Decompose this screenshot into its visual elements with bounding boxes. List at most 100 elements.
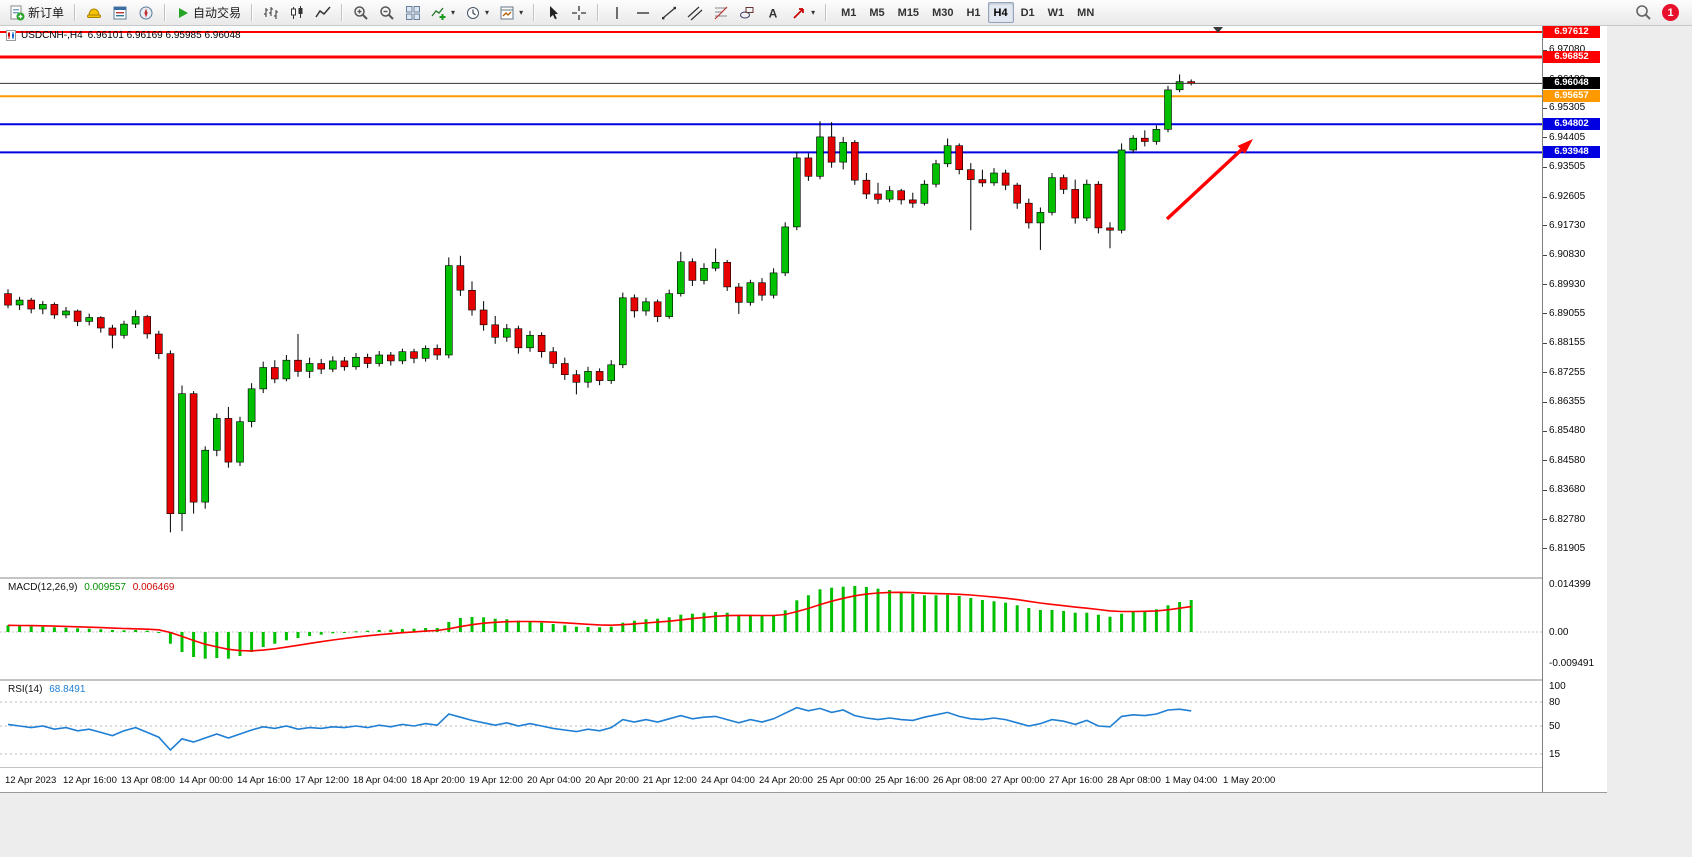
svg-text:A: A — [769, 6, 778, 20]
periods-button[interactable]: ▾ — [461, 1, 493, 24]
candlestick-chart-button[interactable] — [285, 1, 309, 24]
time-axis: 12 Apr 2023 12 Apr 16:00 13 Apr 08:00 14 Ap… — [0, 768, 1542, 792]
tile-windows-button[interactable] — [401, 1, 425, 24]
time-axis-label: 25 Apr 16:00 — [875, 775, 929, 786]
timeframe-h1[interactable]: H1 — [966, 6, 981, 19]
macd-bar — [922, 595, 926, 632]
macd-bar — [969, 598, 973, 632]
price-axis-tick — [1543, 460, 1547, 462]
macd-bar — [215, 632, 219, 658]
price-axis: 6.970806.961806.953056.944056.935056.926… — [1542, 26, 1607, 792]
horizontal-line-button[interactable] — [631, 1, 655, 24]
time-axis-label: 28 Apr 08:00 — [1107, 775, 1161, 786]
candle — [386, 354, 395, 362]
fibonacci-button[interactable] — [709, 1, 733, 24]
candle — [50, 304, 59, 316]
macd-bar — [795, 600, 799, 632]
cursor-button[interactable] — [541, 1, 565, 24]
notification-badge[interactable]: 1 — [1662, 4, 1679, 21]
candle — [166, 353, 175, 515]
timeframe-m30[interactable]: M30 — [932, 6, 954, 19]
macd-bar — [226, 632, 230, 659]
profiles-button[interactable] — [82, 1, 106, 24]
macd-bar — [192, 632, 196, 657]
macd-bar — [563, 625, 567, 632]
price-axis-label: 6.83680 — [1549, 484, 1586, 496]
candle — [62, 310, 70, 316]
macd-signal-value: 0.006469 — [132, 582, 175, 593]
candle — [120, 323, 128, 336]
templates-button[interactable]: ▾ — [495, 1, 527, 24]
trendline-button[interactable] — [657, 1, 681, 24]
candle — [618, 297, 627, 366]
clock-icon — [467, 6, 480, 19]
macd-bar — [18, 626, 22, 632]
new-order-button[interactable]: 新订单 — [5, 1, 68, 24]
macd-bar — [667, 617, 671, 632]
chevron-down-icon: ▾ — [451, 7, 456, 17]
macd-bar — [772, 615, 776, 632]
candle — [444, 265, 453, 356]
chart-title: USDCNH-,H4 6.96101 6.96169 6.95985 6.960… — [6, 30, 241, 41]
candle — [178, 393, 186, 514]
macd-bar — [876, 588, 880, 632]
vertical-line-button[interactable] — [605, 1, 629, 24]
macd-bar — [899, 592, 903, 632]
macd-axis-label: 0.014399 — [1549, 578, 1591, 590]
time-axis-label: 27 Apr 16:00 — [1049, 775, 1103, 786]
candle — [560, 363, 569, 375]
macd-axis-label: -0.009491 — [1549, 658, 1595, 670]
zoom-in-button[interactable] — [349, 1, 373, 24]
market-watch-button[interactable] — [108, 1, 132, 24]
price-axis-label: 6.82780 — [1549, 513, 1586, 525]
macd-bar — [424, 628, 428, 632]
crosshair-button[interactable] — [567, 1, 591, 24]
price-axis-tick — [1543, 254, 1547, 256]
macd-signal-line — [7, 591, 1192, 652]
timeframe-m5[interactable]: M5 — [869, 6, 885, 19]
macd-bar — [714, 612, 718, 632]
macd-bar — [1004, 602, 1008, 632]
candle — [711, 262, 720, 269]
timeframe-h4[interactable]: H4 — [987, 2, 1014, 23]
candle — [398, 351, 407, 362]
macd-bar — [145, 630, 149, 632]
text-button[interactable]: A — [761, 1, 785, 24]
arrows-button[interactable]: ▾ — [787, 1, 819, 24]
macd-bar — [632, 620, 636, 632]
price-axis-label: 6.90830 — [1549, 249, 1586, 261]
shapes-button[interactable] — [735, 1, 759, 24]
macd-bar — [702, 612, 706, 632]
macd-bar — [1120, 613, 1124, 632]
navigator-button[interactable] — [134, 1, 158, 24]
timeframe-mn[interactable]: MN — [1077, 6, 1095, 19]
macd-bar — [157, 632, 161, 633]
candle — [1106, 227, 1114, 231]
chart-canvas[interactable] — [0, 26, 1542, 792]
rsi-indicator-label: RSI(14) 68.8491 — [8, 684, 85, 695]
timeframe-m1[interactable]: M1 — [841, 6, 857, 19]
timeframe-m15[interactable]: M15 — [897, 6, 920, 19]
indicators-button[interactable]: ▾ — [427, 1, 459, 24]
bar-chart-button[interactable] — [259, 1, 283, 24]
macd-bar — [110, 630, 114, 632]
macd-bar — [783, 610, 787, 632]
price-level-lines — [0, 31, 1542, 154]
macd-bar — [1073, 612, 1077, 632]
separator — [74, 4, 77, 21]
search-icon[interactable] — [1635, 4, 1652, 21]
chart-window: USDCNH-,H4 6.96101 6.96169 6.95985 6.960… — [0, 26, 1607, 793]
channel-button[interactable] — [683, 1, 707, 24]
autotrading-button[interactable]: 自动交易 — [172, 1, 245, 24]
candle — [874, 193, 882, 200]
candle — [1094, 183, 1103, 229]
candle — [734, 286, 743, 303]
candle — [305, 363, 314, 372]
line-chart-button[interactable] — [311, 1, 335, 24]
timeframe-w1[interactable]: W1 — [1047, 6, 1065, 19]
macd-bar — [203, 632, 207, 659]
zoom-out-button[interactable] — [375, 1, 399, 24]
timeframe-d1[interactable]: D1 — [1020, 6, 1035, 19]
macd-bar — [598, 627, 602, 632]
macd-bar — [412, 628, 416, 632]
